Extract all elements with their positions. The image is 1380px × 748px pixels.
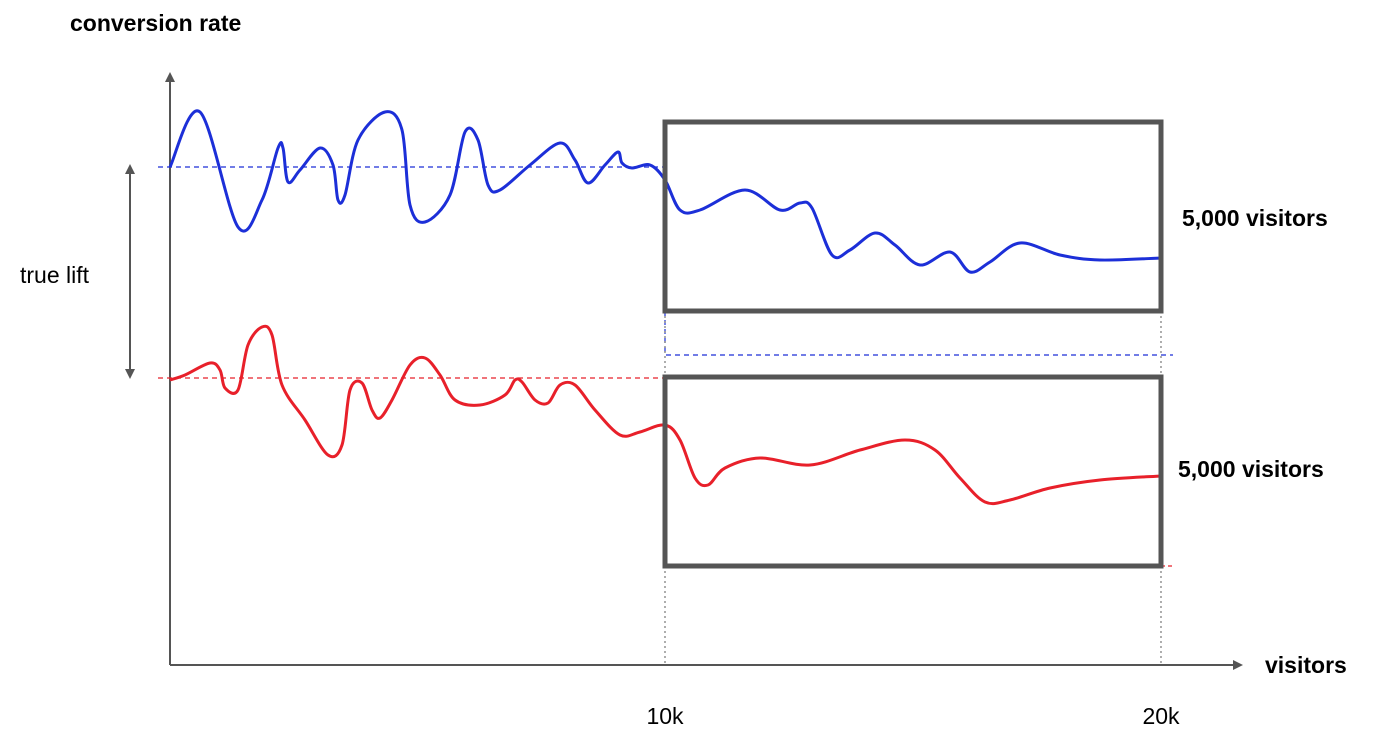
axes [125,72,1243,670]
lift-label: true lift [20,262,90,288]
x-axis-label: visitors [1265,652,1347,678]
box-label: 5,000 visitors [1178,456,1324,482]
box-label: 5,000 visitors [1182,205,1328,231]
window-box [662,374,1164,569]
red-curve [169,324,1162,506]
x-tick-label: 10k [646,703,684,729]
blue-end-level [664,311,1173,356]
x-tick-label: 20k [1142,703,1180,729]
window-box [662,119,1164,314]
blue-curve [168,109,1162,274]
y-axis-label: conversion rate [70,10,241,36]
